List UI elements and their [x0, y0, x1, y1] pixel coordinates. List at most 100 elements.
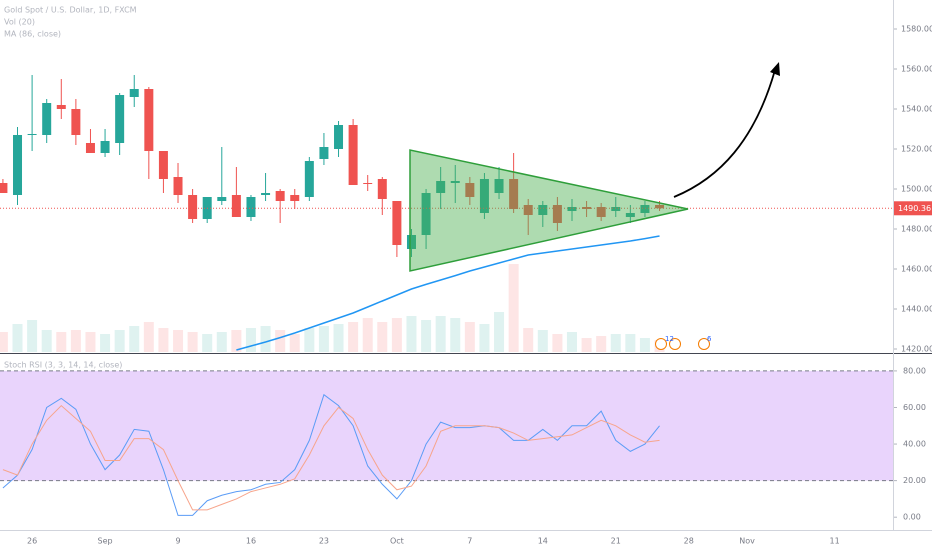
volume-bar [391, 318, 402, 352]
event-flags: 12 6 [655, 335, 712, 350]
event-flag [669, 338, 681, 350]
y-tick-label: 40.00 [903, 440, 926, 449]
volume-bar [494, 312, 505, 352]
volume-bar [377, 322, 388, 352]
candle-body [334, 125, 344, 149]
event-count: 6 [707, 335, 712, 343]
volume-bar [362, 318, 373, 352]
volume-bar [581, 338, 592, 352]
volume-bar [187, 332, 198, 352]
volume-bar [56, 332, 67, 352]
candle-body [275, 191, 285, 201]
arrow [673, 69, 776, 198]
volume-bar [508, 264, 519, 352]
y-tick-label: 1440.00 [901, 305, 932, 314]
volume-bar [129, 326, 140, 352]
candle-body [494, 179, 504, 193]
volume-bar [479, 324, 490, 352]
x-tick-label: 21 [611, 537, 621, 546]
volume-bar [304, 328, 315, 352]
candle-body [231, 195, 241, 217]
candle-body [129, 89, 139, 97]
stoch-line [2, 404, 660, 511]
x-tick-label: Nov [739, 537, 755, 546]
volume-bar [464, 322, 475, 352]
x-tick-label: 9 [175, 537, 180, 546]
volume-bar [523, 328, 534, 352]
candle-body [173, 177, 183, 195]
x-tick-label: 7 [467, 537, 472, 546]
candle-body [611, 207, 621, 211]
last-price-label: 1490.36 [898, 204, 931, 213]
volume-bar [27, 320, 38, 352]
event-count: 12 [665, 335, 674, 343]
volume-bar [435, 316, 446, 352]
candle-body [0, 183, 8, 193]
volume-bar [260, 326, 271, 352]
candle-body [582, 207, 592, 209]
volume-bar [421, 320, 432, 352]
volume-bar [100, 334, 111, 352]
x-tick-label: 23 [319, 537, 329, 546]
stoch-line [2, 393, 660, 516]
volume-bar [12, 324, 23, 352]
y-tick-label: 1500.00 [901, 185, 932, 194]
candle-body [290, 195, 300, 201]
volume-bar [245, 328, 256, 352]
candle-body [42, 103, 52, 135]
candle-body [319, 147, 329, 159]
band [0, 370, 893, 481]
candle-body [625, 213, 635, 217]
y-tick-label: 1460.00 [901, 265, 932, 274]
candle-body [655, 205, 665, 209]
x-tick-label: Oct [390, 537, 404, 546]
volume-bar [289, 334, 300, 352]
candle-body [246, 197, 256, 217]
x-tick-label: 26 [27, 537, 37, 546]
candle-body [436, 181, 446, 193]
candle-body [596, 207, 606, 217]
volume-bar [85, 332, 96, 352]
candle-body [465, 183, 475, 197]
stoch-title: Stoch RSI (3, 3, 14, 14, close) [4, 361, 122, 370]
y-tick-label: 1540.00 [901, 105, 932, 114]
volume-bar [173, 330, 184, 352]
main-title: Gold Spot / U.S. Dollar, 1D, FXCM [4, 6, 137, 15]
volume-bar [41, 330, 52, 352]
candle-body [377, 179, 387, 199]
candle-body [552, 205, 562, 223]
y-tick-label: 80.00 [903, 366, 926, 375]
volume-legend: Vol (20) [4, 18, 35, 27]
volume-bar [275, 330, 286, 352]
candle-body [71, 109, 81, 135]
candle-body [115, 95, 125, 143]
event-flag [655, 338, 667, 350]
candle-body [158, 151, 168, 179]
x-tick-label: 28 [684, 537, 694, 546]
candle-body [100, 141, 110, 153]
x-tick-label: 11 [830, 537, 840, 546]
y-tick-label: 60.00 [903, 403, 926, 412]
volume-bar [348, 322, 359, 352]
volume-bar [610, 334, 621, 352]
candle-body [509, 179, 519, 209]
volume-bar [552, 334, 563, 352]
volume-bar [639, 338, 650, 352]
candle-body [13, 135, 23, 195]
candle-body [85, 143, 95, 153]
triangle-pattern [409, 149, 689, 272]
volume-bar [566, 332, 577, 352]
x-tick-label: 16 [246, 537, 256, 546]
y-tick-label: 1480.00 [901, 225, 932, 234]
ma-legend: MA (86, close) [4, 30, 61, 39]
volume-bar [114, 330, 125, 352]
volume-bar [333, 324, 344, 352]
y-tick-label: 1520.00 [901, 145, 932, 154]
candle-body [56, 105, 66, 109]
candle-body [479, 179, 489, 213]
candle-body [421, 193, 431, 235]
ma-line [236, 235, 660, 351]
candle-body [27, 134, 37, 135]
candle-body [217, 197, 227, 201]
